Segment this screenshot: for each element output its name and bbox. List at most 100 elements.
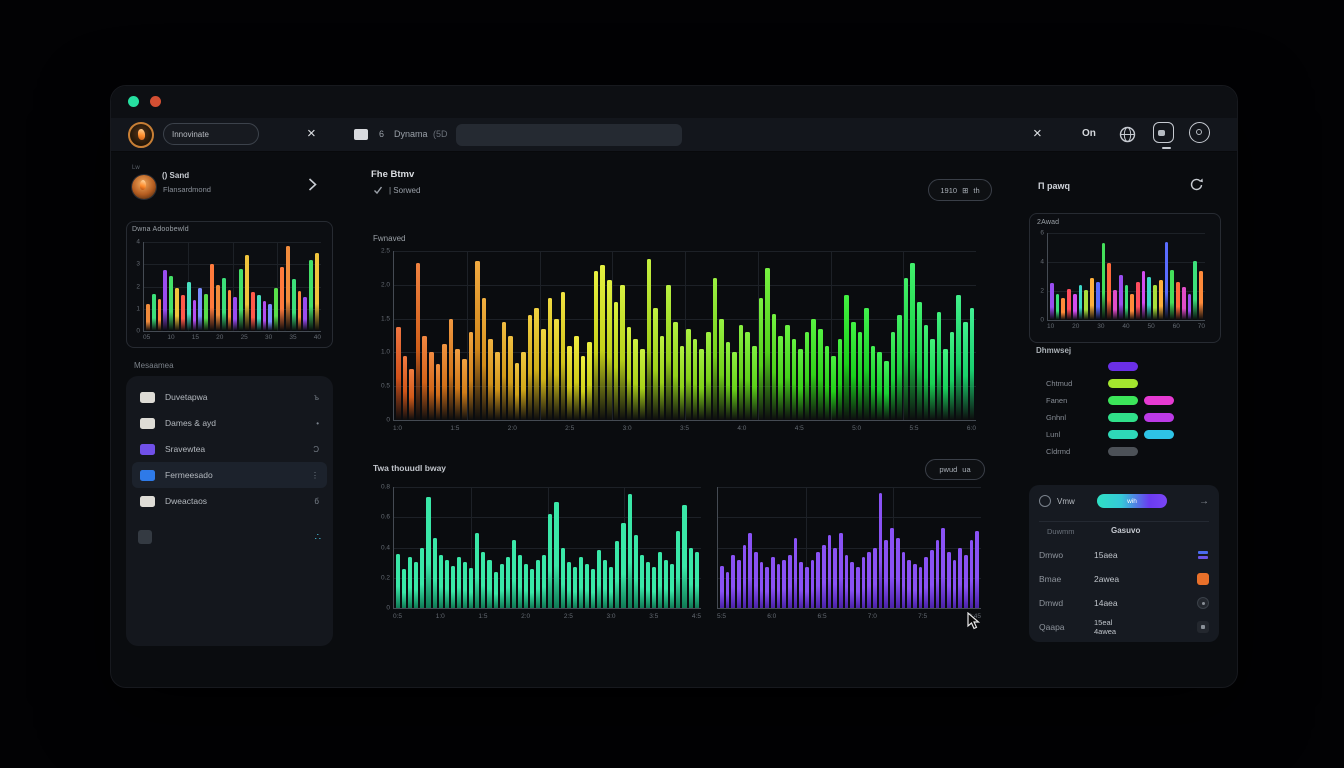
bar	[523, 564, 529, 608]
bar	[793, 537, 798, 608]
bar	[591, 569, 596, 608]
refresh-icon[interactable]	[1189, 178, 1204, 191]
summary-row[interactable]: Qaapa 15eal 4awea	[1029, 615, 1219, 639]
bar	[765, 566, 770, 608]
bar	[844, 554, 849, 608]
badge-right: th	[973, 185, 980, 195]
bar	[408, 557, 413, 608]
traffic-light-minimize[interactable]	[128, 96, 139, 107]
y-tick-label: 2.5	[380, 247, 390, 255]
bar	[688, 547, 693, 608]
progress-bar[interactable]: wih	[1097, 494, 1167, 508]
bar	[725, 571, 730, 608]
bar	[664, 559, 669, 608]
section2-badge[interactable]: pwud ua	[925, 459, 985, 480]
bar	[658, 552, 663, 608]
bar	[810, 559, 815, 608]
bar	[916, 301, 922, 420]
chat-icon[interactable]	[354, 129, 368, 140]
bar	[180, 295, 185, 331]
bar	[567, 345, 573, 420]
bar	[198, 288, 203, 331]
legend-label: Gnhnl	[1046, 413, 1067, 422]
menu-item[interactable]: Sravewtea Ɔ	[132, 436, 327, 462]
workspace-search-input[interactable]	[163, 123, 259, 145]
menu-item[interactable]: Duvetapwa ъ	[132, 384, 327, 410]
bar	[742, 545, 747, 608]
bar	[481, 298, 487, 420]
bar	[508, 335, 513, 420]
globe-icon[interactable]	[1119, 126, 1136, 143]
gridline	[893, 487, 895, 608]
legend-pill	[1108, 362, 1138, 371]
bar	[511, 540, 516, 608]
check-icon[interactable]	[373, 185, 383, 195]
y-tick-label: 1.0	[380, 348, 390, 356]
x-tick-label: 4:5	[691, 613, 701, 620]
avatar[interactable]	[132, 175, 156, 199]
x-tick-label: 2:45	[968, 613, 981, 620]
badge-left: 1910	[940, 185, 958, 195]
record-icon[interactable]	[1189, 122, 1210, 143]
bar	[963, 321, 968, 420]
gridline	[539, 251, 541, 420]
menu-item[interactable]: Dweactaos б	[132, 488, 327, 514]
nav-label[interactable]: Dynama	[394, 129, 428, 139]
bar	[402, 355, 408, 420]
bar	[534, 308, 540, 420]
close-icon-right[interactable]: ×	[1033, 125, 1042, 142]
x-tick-label: 50	[1147, 323, 1155, 330]
summary-row[interactable]: Dmwd 14aea	[1029, 591, 1219, 615]
badge-dark-icon	[1197, 621, 1209, 633]
bar	[903, 278, 909, 420]
menu-item-glyph: Ɔ	[313, 444, 319, 454]
bar	[1176, 281, 1180, 320]
header-badge[interactable]: 1910 ⊞ th	[928, 179, 992, 201]
x-tick-label: 4:5	[794, 425, 804, 432]
summary-row-label: Bmae	[1039, 574, 1062, 584]
archive-icon[interactable]	[138, 530, 152, 544]
bar	[737, 559, 741, 608]
x-tick-label: 2:0	[521, 613, 531, 620]
legend-pill	[1108, 396, 1138, 405]
gridline	[830, 251, 832, 420]
menu-items: Duvetapwa ъ Dames & ayd • Sravewtea Ɔ Fermeesa…	[126, 376, 333, 514]
global-search-input[interactable]	[456, 124, 682, 146]
arrow-right-icon[interactable]: →	[1199, 496, 1209, 507]
menu-item[interactable]: Dames & ayd •	[132, 410, 327, 436]
chevron-right-icon[interactable]	[307, 178, 318, 191]
sparkle-icon[interactable]: ∴	[314, 531, 321, 543]
summary-row[interactable]: Bmae 2awea	[1029, 567, 1219, 591]
bar	[672, 321, 678, 420]
y-tick-label: 0	[386, 604, 390, 612]
bar	[402, 569, 407, 608]
bar	[765, 267, 770, 420]
bar	[499, 564, 504, 608]
bar	[963, 554, 968, 608]
bar	[414, 562, 419, 608]
x-tick-label: 35	[289, 334, 297, 341]
y-tick-label: 0	[136, 327, 140, 335]
menu-item-icon	[140, 495, 155, 507]
menu-item[interactable]: Fermeesado ⋮	[132, 462, 327, 488]
bar	[831, 355, 836, 420]
x-tick-label: 70	[1197, 323, 1205, 330]
bar	[163, 270, 168, 331]
bar	[169, 275, 174, 331]
bar	[949, 332, 955, 420]
target-icon	[1039, 495, 1051, 507]
bar	[720, 565, 724, 608]
menu-item-icon	[140, 443, 155, 455]
close-icon[interactable]: ×	[307, 125, 316, 142]
bar	[1072, 293, 1077, 320]
summary-row[interactable]: Dmwo 15aea	[1029, 543, 1219, 567]
grid-icon: ⊞	[962, 185, 969, 195]
bar	[186, 282, 191, 331]
bar	[969, 540, 974, 608]
gridline	[232, 242, 234, 331]
x-tick-label: 15	[191, 334, 200, 341]
bar	[941, 528, 945, 608]
screenshot-icon[interactable]	[1153, 122, 1174, 143]
toggle-on-label[interactable]: On	[1082, 128, 1096, 139]
traffic-light-close[interactable]	[150, 96, 161, 107]
